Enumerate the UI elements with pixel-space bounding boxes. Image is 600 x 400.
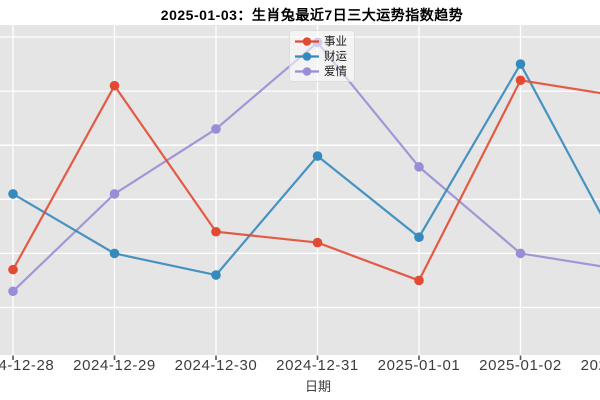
data-point bbox=[414, 162, 424, 172]
data-point bbox=[8, 189, 18, 199]
data-point bbox=[312, 237, 323, 248]
data-point bbox=[8, 264, 18, 275]
legend-label: 爱情 bbox=[324, 66, 347, 78]
x-tick-label: 2024-12-28 bbox=[0, 357, 55, 374]
legend-item: 财运 bbox=[295, 49, 347, 63]
data-point bbox=[211, 226, 221, 237]
x-tick-label: 2025-01-02 bbox=[479, 357, 562, 374]
plot-group bbox=[0, 25, 600, 355]
data-point bbox=[515, 59, 526, 69]
legend-label: 财运 bbox=[324, 51, 347, 63]
data-point bbox=[515, 248, 526, 259]
data-point bbox=[109, 80, 120, 91]
chart-title: 2025-01-03：生肖兔最近7日三大运势指数趋势 bbox=[160, 7, 464, 23]
data-point bbox=[109, 189, 120, 199]
data-point bbox=[515, 75, 526, 86]
legend-item: 爱情 bbox=[295, 64, 347, 78]
chart-legend: 事业 财运 爱情 bbox=[289, 30, 355, 82]
data-point bbox=[312, 151, 323, 161]
x-tick-label: 2025-01-03 bbox=[580, 357, 600, 374]
legend-line-marker-icon bbox=[295, 51, 319, 61]
legend-line-marker-icon bbox=[295, 36, 319, 46]
x-tick-label: 2024-12-31 bbox=[276, 357, 359, 374]
legend-line-marker-icon bbox=[295, 66, 319, 76]
x-axis-label: 日期 bbox=[304, 379, 332, 394]
x-tick-label: 2024-12-29 bbox=[73, 357, 156, 374]
data-point bbox=[8, 286, 18, 297]
legend-label: 事业 bbox=[324, 36, 347, 48]
legend-item: 事业 bbox=[295, 34, 347, 48]
data-point bbox=[211, 270, 221, 280]
x-tick-label: 2025-01-01 bbox=[377, 357, 461, 374]
data-point bbox=[211, 124, 221, 134]
x-tick-label: 2024-12-30 bbox=[174, 357, 258, 374]
data-point bbox=[109, 248, 120, 259]
series-line bbox=[12, 79, 600, 282]
data-point bbox=[414, 232, 424, 242]
data-point bbox=[414, 275, 424, 286]
